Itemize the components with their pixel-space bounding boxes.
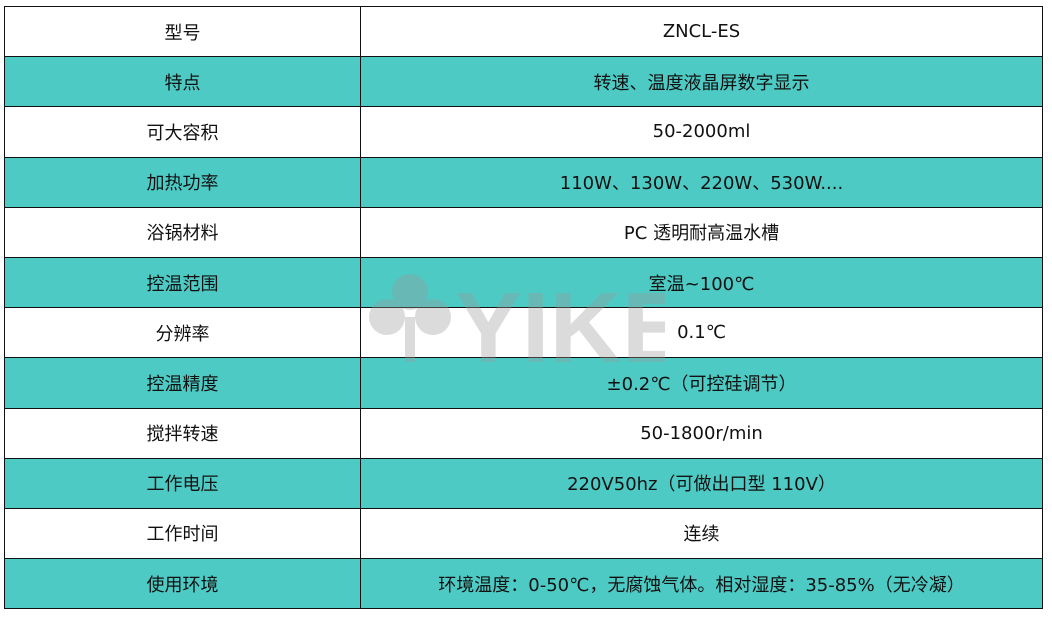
table-row: 型号 ZNCL-ES — [4, 5, 1043, 58]
spec-label: 可大容积 — [4, 106, 361, 158]
spec-label: 加热功率 — [4, 156, 361, 208]
spec-value: ±0.2℃（可控硅调节） — [360, 357, 1043, 409]
table-row: 分辨率 0.1℃ — [4, 307, 1043, 359]
spec-label: 工作电压 — [4, 457, 361, 509]
table-row: 工作电压 220V50hz（可做出口型 110V） — [4, 457, 1043, 509]
spec-label: 特点 — [4, 56, 361, 108]
spec-label: 工作时间 — [4, 507, 361, 560]
table-row: 使用环境 环境温度：0-50℃，无腐蚀气体。相对湿度：35-85%（无冷凝） — [4, 558, 1043, 610]
spec-label: 分辨率 — [4, 307, 361, 359]
spec-value: 0.1℃ — [360, 307, 1043, 359]
spec-label: 使用环境 — [4, 558, 361, 610]
spec-value: ZNCL-ES — [360, 5, 1043, 58]
spec-label: 控温精度 — [4, 357, 361, 409]
spec-table: 型号 ZNCL-ES 特点 转速、温度液晶屏数字显示 可大容积 50-2000ml 加热功率… — [4, 5, 1043, 610]
spec-label: 控温范围 — [4, 256, 361, 309]
table-row: 控温精度 ±0.2℃（可控硅调节） — [4, 357, 1043, 409]
spec-value: 110W、130W、220W、530W.... — [360, 156, 1043, 208]
spec-label: 型号 — [4, 5, 361, 58]
table-row: 可大容积 50-2000ml — [4, 106, 1043, 158]
spec-value: 220V50hz（可做出口型 110V） — [360, 457, 1043, 509]
spec-value: 50-2000ml — [360, 106, 1043, 158]
table-row: 浴锅材料 PC 透明耐高温水槽 — [4, 206, 1043, 258]
spec-label: 浴锅材料 — [4, 206, 361, 258]
table-row: 工作时间 连续 — [4, 507, 1043, 560]
spec-value: 环境温度：0-50℃，无腐蚀气体。相对湿度：35-85%（无冷凝） — [360, 558, 1043, 610]
spec-value: 连续 — [360, 507, 1043, 560]
spec-value: PC 透明耐高温水槽 — [360, 206, 1043, 258]
table-row: 搅拌转速 50-1800r/min — [4, 407, 1043, 459]
spec-value: 50-1800r/min — [360, 407, 1043, 459]
spec-value: 室温~100℃ — [360, 256, 1043, 309]
table-row: 加热功率 110W、130W、220W、530W.... — [4, 156, 1043, 208]
table-row: 特点 转速、温度液晶屏数字显示 — [4, 56, 1043, 108]
spec-value: 转速、温度液晶屏数字显示 — [360, 56, 1043, 108]
table-row: 控温范围 室温~100℃ — [4, 256, 1043, 309]
spec-label: 搅拌转速 — [4, 407, 361, 459]
